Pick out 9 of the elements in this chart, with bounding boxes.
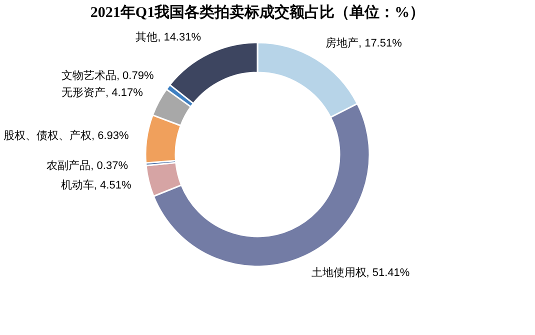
slice-label: 土地使用权, 51.41% [311, 266, 410, 279]
slice-label: 机动车, 4.51% [60, 178, 132, 192]
slice-label: 其他, 14.31% [136, 30, 202, 44]
slice-label: 文物艺术品, 0.79% [61, 69, 154, 82]
slice-label: 无形资产, 4.17% [62, 86, 144, 100]
slice-label: 农副产品, 0.37% [46, 158, 128, 172]
slice-label: 房地产, 17.51% [325, 36, 402, 50]
slice-label: 股权、债权、产权, 6.93% [4, 129, 130, 142]
chart-title: 2021年Q1我国各类拍卖标成交额占比（单位：%） [90, 3, 425, 21]
